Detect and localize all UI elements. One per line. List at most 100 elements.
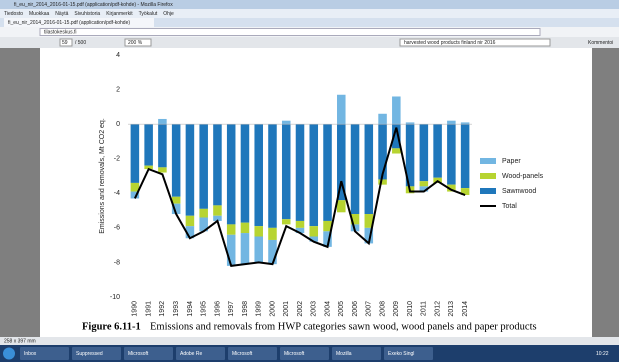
bar-segment [447, 124, 456, 185]
x-tick-label: 1998 [242, 301, 249, 317]
menu-item[interactable]: Ohje [163, 11, 174, 17]
bar-segment [240, 233, 250, 265]
x-tick-label: 2004 [324, 301, 331, 317]
x-tick-label: 1995 [201, 301, 208, 317]
bar-segment [281, 124, 291, 220]
taskbar-button[interactable] [20, 347, 69, 360]
total-line [133, 127, 466, 267]
bar-segment [185, 215, 195, 227]
bar-segment [337, 94, 346, 125]
taskbar-items: Inbox Suppressed Microsoft Adobe Re Microsof… [20, 347, 433, 360]
legend-label: Paper [502, 158, 521, 165]
bar-segment [268, 227, 277, 240]
bar-segment [254, 236, 263, 263]
bar-segment [199, 217, 208, 232]
bar-segment [171, 124, 181, 197]
bar-segment [226, 234, 236, 266]
bar-segment [392, 96, 401, 125]
x-tick-label: 2013 [448, 301, 455, 317]
address[interactable]: tilastokeskus.fi [44, 29, 77, 35]
menu-item[interactable]: Muokkaa [29, 11, 50, 17]
bar-segment [378, 124, 387, 180]
bar-segment [392, 124, 401, 149]
bar-segment [419, 186, 429, 192]
taskbar-label[interactable]: Microsoft [232, 351, 253, 357]
bar-segment [226, 124, 236, 225]
taskbar-button[interactable] [176, 347, 225, 360]
taskbar-button[interactable] [384, 347, 433, 360]
address-bar[interactable] [39, 28, 541, 36]
x-tick-label: 2005 [338, 301, 345, 317]
y-tick-label: -6 [114, 225, 120, 232]
taskbar-label[interactable]: Suppressed [76, 351, 103, 357]
x-tick-label: 2008 [379, 301, 386, 317]
zoom[interactable]: 200 % [128, 40, 143, 46]
search-box[interactable] [399, 38, 551, 47]
menu-item[interactable]: Tiedosto [4, 11, 23, 17]
bar-segment [213, 124, 222, 206]
legend-swatch [480, 188, 496, 194]
bar-segment [419, 181, 429, 187]
zoom-select[interactable] [124, 38, 152, 47]
bar-segment [323, 231, 332, 247]
bar-segment [405, 122, 415, 125]
comment-button[interactable]: Kommentoi [588, 40, 613, 46]
tab[interactable] [4, 18, 154, 27]
taskbar-label[interactable]: Inbox [24, 351, 37, 357]
status: 258 x 397 mm [4, 338, 36, 344]
bar-segment [240, 222, 250, 234]
y-tick-label: 0 [116, 121, 120, 128]
x-tick-label: 1999 [256, 301, 263, 317]
taskbar-label[interactable]: Exeko Singl [388, 351, 414, 357]
taskbar-label[interactable]: Mozilla [336, 351, 352, 357]
taskbar-label[interactable]: Adobe Re [180, 351, 202, 357]
bar-segment [213, 205, 222, 216]
bar-segment [158, 167, 167, 173]
bar-segment [309, 124, 319, 227]
taskbar-button[interactable] [280, 347, 329, 360]
menu-item[interactable]: Kirjanmerkit [106, 11, 133, 17]
x-tick-label: 2001 [283, 301, 290, 317]
taskbar-button[interactable] [332, 347, 381, 360]
page-number[interactable]: 59 [62, 40, 68, 46]
bar-segment [433, 124, 442, 178]
y-tick-label: 4 [116, 52, 120, 59]
taskbar-button[interactable] [72, 347, 121, 360]
x-tick-label: 2000 [269, 301, 276, 317]
start-button[interactable] [3, 347, 15, 360]
taskbar-button[interactable] [228, 347, 277, 360]
taskbar-button[interactable] [124, 347, 173, 360]
tab-title[interactable]: fi_eu_nir_2014_2016-01-15.pdf (applicati… [8, 20, 130, 26]
bar-segment [405, 124, 415, 187]
chart: -10 -8 -6 -4 -2 0 2 4 Emissions and removals, Mt… [99, 52, 544, 317]
x-tick-label: 2010 [407, 301, 414, 317]
bar-segment [199, 124, 208, 209]
bar-segment [392, 148, 401, 154]
x-tick-label: 1990 [132, 301, 139, 317]
tab-bar [0, 18, 619, 27]
menu-item[interactable]: Työkalut [139, 11, 158, 17]
menu-item[interactable]: Näytä [55, 11, 68, 17]
bar-segment [185, 124, 195, 216]
legend-label: Sawnwood [502, 188, 536, 195]
search-text[interactable]: harvested wood products finland nir 2016 [404, 40, 496, 46]
bar-segment [337, 200, 346, 213]
bar-segment [460, 124, 470, 189]
taskbar-label[interactable]: Microsoft [128, 351, 149, 357]
bar-segment [213, 215, 222, 221]
menu-item[interactable]: Sivuhistoria [74, 11, 100, 17]
page-input[interactable] [59, 38, 73, 47]
x-tick-label: 2007 [366, 301, 373, 317]
legend-label: Wood-panels [502, 173, 544, 180]
legend-swatch [480, 173, 496, 179]
x-tick-label: 1996 [214, 301, 221, 317]
bar-segment [364, 214, 374, 228]
x-tick-label: 1994 [187, 301, 194, 317]
bar-segment [130, 124, 140, 183]
clock: 10:22 [596, 351, 609, 357]
bar-segment [171, 203, 181, 215]
bar-segment [130, 191, 140, 199]
bar-segment [281, 120, 291, 125]
taskbar-label[interactable]: Microsoft [284, 351, 305, 357]
bar-segment [199, 208, 208, 218]
